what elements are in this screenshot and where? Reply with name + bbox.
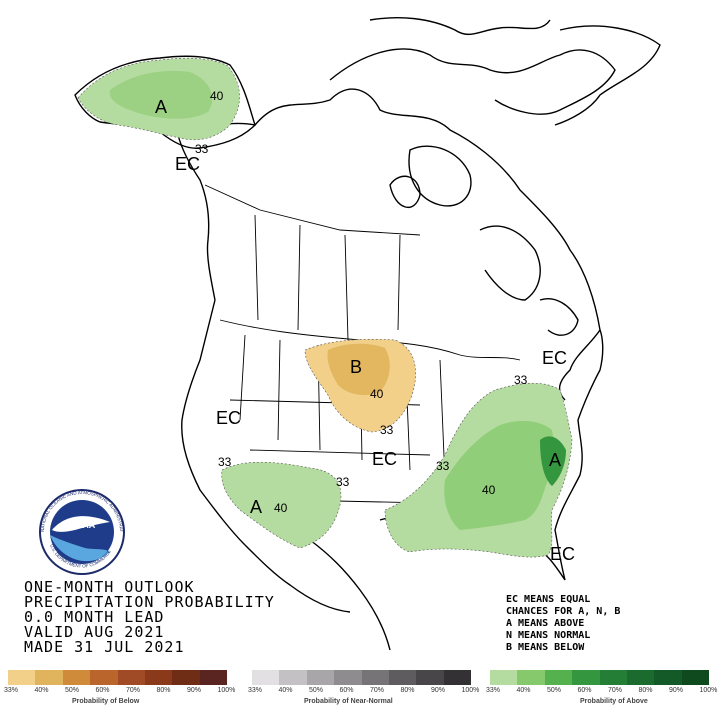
legend-bar-below xyxy=(8,670,228,685)
legend-swatch-above-0 xyxy=(490,670,518,685)
legend-tick-above-5: 80% xyxy=(638,687,653,694)
legend-tick-above-3: 60% xyxy=(577,687,592,694)
legend-note-line-4: N MEANS NORMAL xyxy=(506,630,591,641)
alaska-contour-33: 33 xyxy=(195,142,209,156)
legend-tick-normal-1: 40% xyxy=(278,687,293,694)
legend-swatch-normal-5 xyxy=(388,670,417,685)
legend-tick-above-4: 70% xyxy=(608,687,623,694)
shading-southeast-above xyxy=(384,382,573,558)
legend-tick-normal-2: 50% xyxy=(309,687,324,694)
legend-swatch-below-5 xyxy=(144,670,173,685)
title-line-2: PRECIPITATION PROBABILITY xyxy=(24,593,275,611)
central-ec-label: EC xyxy=(372,449,397,469)
legend-swatch-normal-6 xyxy=(416,670,444,685)
outlook-title: ONE-MONTH OUTLOOK PRECIPITATION PROBABIL… xyxy=(24,580,275,655)
legend-tick-below-6: 90% xyxy=(187,687,202,694)
plains-contour-40: 40 xyxy=(370,387,384,401)
legend-tick-above-2: 50% xyxy=(547,687,562,694)
legend-swatch-above-3 xyxy=(572,670,600,685)
legend-tick-below-5: 80% xyxy=(156,687,171,694)
southeast-contour-33a: 33 xyxy=(436,459,450,473)
title-line-1: ONE-MONTH OUTLOOK xyxy=(24,578,195,596)
legend-swatch-below-4 xyxy=(117,670,145,685)
legend-swatch-normal-7 xyxy=(443,670,472,685)
legend-swatch-below-7 xyxy=(199,670,228,685)
legend-bar-above xyxy=(490,670,710,685)
legend-tick-below-3: 60% xyxy=(95,687,110,694)
legend-swatch-above-1 xyxy=(517,670,545,685)
legend-swatch-normal-2 xyxy=(306,670,335,685)
noaa-logo-text: NOAA xyxy=(69,520,96,530)
legend-swatch-above-4 xyxy=(599,670,627,685)
legend-tick-normal-3: 60% xyxy=(339,687,354,694)
legend-note-line-1: EC MEANS EQUAL xyxy=(506,594,591,605)
legend-tick-above-0: 33% xyxy=(486,687,501,694)
legend-swatch-above-6 xyxy=(654,670,682,685)
title-line-5: MADE 31 JUL 2021 xyxy=(24,638,185,656)
west-ec-label: EC xyxy=(216,408,241,428)
legend-swatch-normal-1 xyxy=(279,670,307,685)
northeast-ec-label: EC xyxy=(542,348,567,368)
legend-tick-normal-4: 70% xyxy=(370,687,385,694)
legend-note-line-5: B MEANS BELOW xyxy=(506,642,585,653)
category-legend: EC MEANS EQUAL CHANCES FOR A, N, B A MEA… xyxy=(506,594,620,654)
legend-tick-above-7: 100% xyxy=(699,687,718,694)
southwest-contour-40: 40 xyxy=(274,501,288,515)
title-line-4: VALID AUG 2021 xyxy=(24,623,165,641)
map-labels: A 40 33 EC B 40 33 EC EC EC A 40 33 33 A… xyxy=(155,89,575,564)
legend-swatch-normal-4 xyxy=(361,670,389,685)
legend-swatch-normal-0 xyxy=(252,670,280,685)
legend-swatch-below-3 xyxy=(90,670,118,685)
legend-title-below: Probability of Below xyxy=(72,698,140,705)
legend-swatch-below-2 xyxy=(62,670,91,685)
legend-tick-above-6: 90% xyxy=(669,687,684,694)
legend-note-line-3: A MEANS ABOVE xyxy=(506,618,585,629)
legend-swatch-above-2 xyxy=(544,670,573,685)
alaska-contour-40: 40 xyxy=(210,89,224,103)
legend-tick-normal-6: 90% xyxy=(431,687,446,694)
florida-ec-label: EC xyxy=(550,544,575,564)
legend-tick-below-4: 70% xyxy=(126,687,141,694)
legend-swatch-below-1 xyxy=(35,670,63,685)
legend-title-normal: Probability of Near-Normal xyxy=(304,698,393,705)
legend-swatch-below-0 xyxy=(8,670,36,685)
shading-plains-below xyxy=(304,339,416,433)
legend-swatch-above-7 xyxy=(681,670,710,685)
legend-tick-normal-0: 33% xyxy=(248,687,263,694)
shading-southwest-above xyxy=(221,461,342,549)
southwest-contour-33b: 33 xyxy=(336,475,350,489)
shading-alaska-above xyxy=(77,57,240,141)
title-line-3: 0.0 MONTH LEAD xyxy=(24,608,165,626)
legend-tick-normal-5: 80% xyxy=(400,687,415,694)
plains-category-label: B xyxy=(350,357,362,377)
legend-bar-normal xyxy=(252,670,472,685)
legend-swatch-above-5 xyxy=(626,670,655,685)
legend-note-line-2: CHANCES FOR A, N, B xyxy=(506,606,621,617)
southeast-contour-33b: 33 xyxy=(514,373,528,387)
legend-tick-normal-7: 100% xyxy=(461,687,480,694)
legend-tick-below-2: 50% xyxy=(65,687,80,694)
legend-tick-below-1: 40% xyxy=(34,687,49,694)
plains-contour-33: 33 xyxy=(380,423,394,437)
legend-tick-below-0: 33% xyxy=(4,687,19,694)
legend-tick-above-1: 40% xyxy=(516,687,531,694)
southwest-contour-33a: 33 xyxy=(218,455,232,469)
legend-swatch-normal-3 xyxy=(334,670,362,685)
alaska-ec-label: EC xyxy=(175,154,200,174)
southeast-contour-40: 40 xyxy=(482,483,496,497)
southeast-category-label: A xyxy=(549,450,561,470)
southwest-category-label: A xyxy=(250,497,262,517)
legend-title-above: Probability of Above xyxy=(580,698,648,705)
legend-swatch-below-6 xyxy=(172,670,200,685)
legend-tick-below-7: 100% xyxy=(217,687,236,694)
alaska-category-label: A xyxy=(155,97,167,117)
